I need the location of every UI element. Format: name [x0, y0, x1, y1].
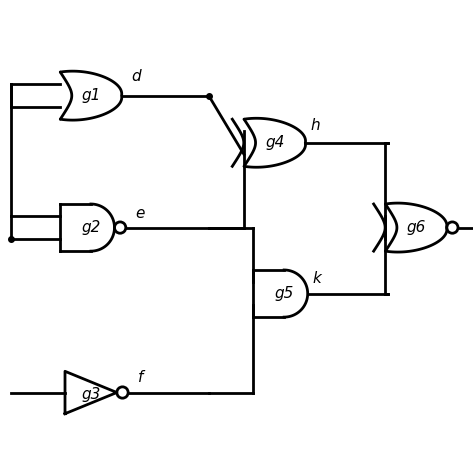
Text: e: e — [135, 206, 145, 220]
Text: g5: g5 — [274, 286, 294, 301]
Text: g4: g4 — [265, 135, 284, 150]
Text: d: d — [131, 69, 141, 84]
Text: g6: g6 — [406, 220, 426, 235]
Text: g3: g3 — [81, 387, 100, 402]
Text: g1: g1 — [81, 88, 100, 103]
Text: h: h — [310, 118, 319, 133]
Text: g2: g2 — [81, 220, 100, 235]
Text: f: f — [137, 371, 143, 385]
Text: k: k — [312, 272, 321, 286]
